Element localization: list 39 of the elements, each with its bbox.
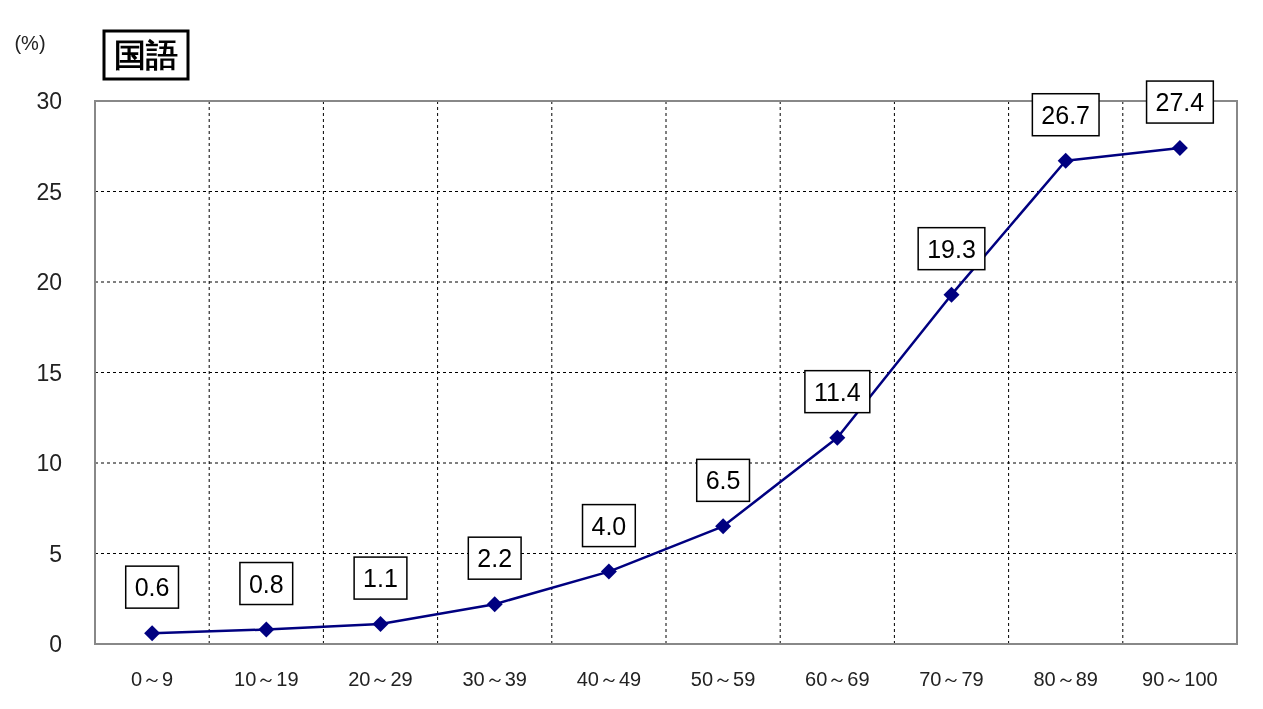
point: [1171, 140, 1188, 157]
data-label: 0.6: [134, 573, 170, 602]
y-tick-label: 15: [36, 359, 62, 386]
x-tick-label: 40～49: [576, 668, 642, 690]
x-tick-label: 20～29: [348, 668, 413, 690]
point: [372, 616, 389, 633]
data-label: 11.4: [813, 377, 861, 406]
x-tick-label: 30～39: [462, 668, 527, 690]
chart-title: 国語: [114, 37, 178, 73]
data-label: 6.5: [705, 466, 741, 495]
y-tick-label: 0: [49, 631, 62, 657]
x-tick-label: 80～89: [1033, 668, 1098, 690]
y-tick-label: 5: [49, 540, 62, 567]
y-tick-label: 30: [36, 88, 62, 114]
data-label: 0.8: [248, 569, 284, 598]
y-tick-label: 20: [36, 269, 62, 295]
point: [258, 621, 275, 638]
point: [943, 286, 960, 303]
point: [144, 625, 161, 642]
point: [715, 518, 732, 535]
x-tick-label: 10～19: [234, 668, 299, 690]
point: [829, 429, 846, 446]
point: [486, 596, 503, 613]
data-label: 1.1: [363, 564, 398, 593]
data-label: 27.4: [1155, 88, 1205, 117]
x-tick-label: 60～69: [805, 668, 870, 690]
point: [1057, 152, 1074, 169]
data-label: 19.3: [927, 234, 976, 263]
x-tick-label: 0～9: [130, 668, 174, 690]
y-tick-label: 25: [36, 178, 62, 205]
x-tick-label: 70～79: [919, 668, 984, 690]
data-label: 4.0: [591, 511, 627, 540]
data-label: 26.7: [1041, 100, 1091, 129]
x-tick-label: 90～100: [1142, 668, 1218, 690]
y-axis-title: (%): [14, 32, 46, 54]
y-tick-label: 10: [36, 450, 62, 476]
data-label: 2.2: [477, 544, 513, 573]
point: [600, 563, 617, 580]
x-tick-label: 50～59: [690, 668, 756, 690]
